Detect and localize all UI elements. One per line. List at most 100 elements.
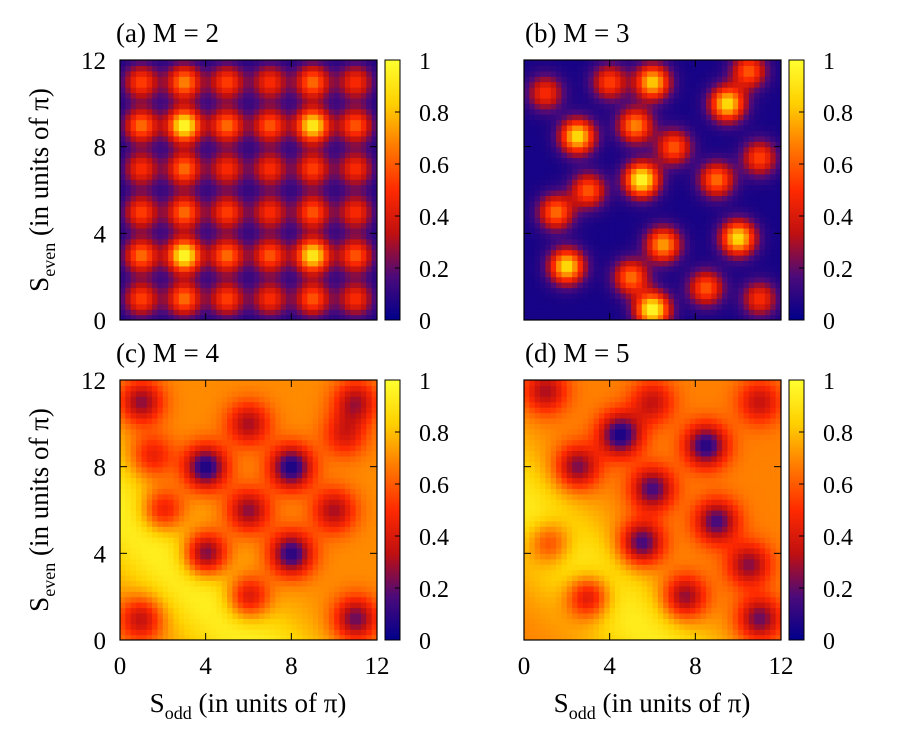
heatmap-cell (280, 298, 287, 305)
heatmap-cell (748, 314, 755, 320)
heatmap-cell (355, 217, 362, 224)
heatmap-cell (631, 292, 638, 299)
heatmap-cell (561, 108, 568, 115)
heatmap-cell (604, 179, 611, 186)
heatmap-cell (663, 152, 670, 159)
heatmap-cell (291, 217, 298, 224)
heatmap-cell (577, 190, 584, 197)
heatmap-cell (673, 70, 680, 77)
heatmap-cell (689, 298, 696, 305)
heatmap-cell (152, 217, 159, 224)
heatmap-cell (280, 92, 287, 99)
heatmap-cell (216, 303, 223, 310)
heatmap-cell (344, 125, 351, 132)
heatmap-cell (248, 130, 255, 137)
heatmap-cell (130, 162, 137, 169)
heatmap-cell (689, 249, 696, 256)
heatmap-cell (722, 97, 729, 104)
heatmap-cell (323, 141, 330, 148)
heatmap-cell (146, 146, 153, 153)
heatmap-cell (689, 135, 696, 142)
heatmap-cell (152, 125, 159, 132)
heatmap-cell (152, 547, 159, 554)
heatmap-cell (534, 287, 541, 294)
heatmap-cell (759, 141, 766, 148)
heatmap-cell (334, 217, 341, 224)
heatmap-cell (318, 141, 325, 148)
heatmap-cell (550, 303, 557, 310)
heatmap-cell (253, 81, 260, 88)
heatmap-cell (253, 227, 260, 234)
heatmap-cell (775, 152, 781, 159)
heatmap-cell (604, 87, 611, 94)
heatmap-cell (275, 97, 282, 104)
heatmap-cell (738, 168, 745, 175)
heatmap-cell (141, 81, 148, 88)
heatmap-cell (291, 76, 298, 83)
heatmap-cell (759, 152, 766, 159)
heatmap-cell (727, 135, 734, 142)
heatmap-cell (355, 141, 362, 148)
heatmap-cell (727, 271, 734, 278)
heatmap-cell (529, 217, 536, 224)
heatmap-cell (748, 92, 755, 99)
heatmap-cell (609, 184, 616, 191)
heatmap-cell (120, 526, 126, 533)
heatmap-cell (344, 146, 351, 153)
heatmap-cell (673, 103, 680, 110)
heatmap-cell (248, 87, 255, 94)
heatmap-cell (636, 227, 643, 234)
heatmap-cell (770, 287, 777, 294)
heatmap-cell (205, 200, 212, 207)
heatmap-cell (130, 623, 137, 630)
heatmap-cell (162, 292, 169, 299)
heatmap-cell (168, 206, 175, 213)
heatmap-cell (631, 195, 638, 202)
heatmap-cell (178, 309, 185, 316)
heatmap-cell (120, 401, 126, 408)
heatmap-cell (572, 152, 579, 159)
heatmap-cell (722, 65, 729, 72)
heatmap-cell (200, 92, 207, 99)
heatmap-cell (312, 249, 319, 256)
heatmap-cell (259, 65, 266, 72)
heatmap-cell (146, 537, 153, 544)
heatmap-cell (141, 510, 148, 517)
heatmap-cell (141, 303, 148, 310)
heatmap-cell (593, 152, 600, 159)
heatmap-cell (162, 146, 169, 153)
heatmap-cell (764, 190, 771, 197)
heatmap-cell (604, 303, 611, 310)
heatmap-cell (227, 244, 234, 251)
heatmap-cell (588, 152, 595, 159)
heatmap-cell (248, 238, 255, 245)
heatmap-cell (269, 206, 276, 213)
heatmap-cell (146, 445, 153, 452)
heatmap-cell (561, 87, 568, 94)
heatmap-cell (334, 130, 341, 137)
heatmap-cell (754, 119, 761, 126)
heatmap-cell (307, 76, 314, 83)
heatmap-cell (328, 217, 335, 224)
heatmap-cell (296, 217, 303, 224)
heatmap-cell (716, 70, 723, 77)
heatmap-cell (775, 227, 781, 234)
heatmap-cell (259, 222, 266, 229)
heatmap-cell (184, 135, 191, 142)
heatmap-cell (566, 233, 573, 240)
heatmap-cell (759, 65, 766, 72)
heatmap-cell (232, 222, 239, 229)
heatmap-cell (748, 233, 755, 240)
heatmap-cell (125, 265, 132, 272)
heatmap-cell (647, 92, 654, 99)
heatmap-cell (173, 141, 180, 148)
heatmap-cell (296, 271, 303, 278)
heatmap-cell (360, 92, 367, 99)
heatmap-cell (743, 282, 750, 289)
heatmap-cell (572, 65, 579, 72)
heatmap-cell (141, 629, 148, 636)
heatmap-cell (141, 618, 148, 625)
heatmap-cell (663, 114, 670, 121)
heatmap-cell (689, 292, 696, 299)
heatmap-cell (200, 81, 207, 88)
